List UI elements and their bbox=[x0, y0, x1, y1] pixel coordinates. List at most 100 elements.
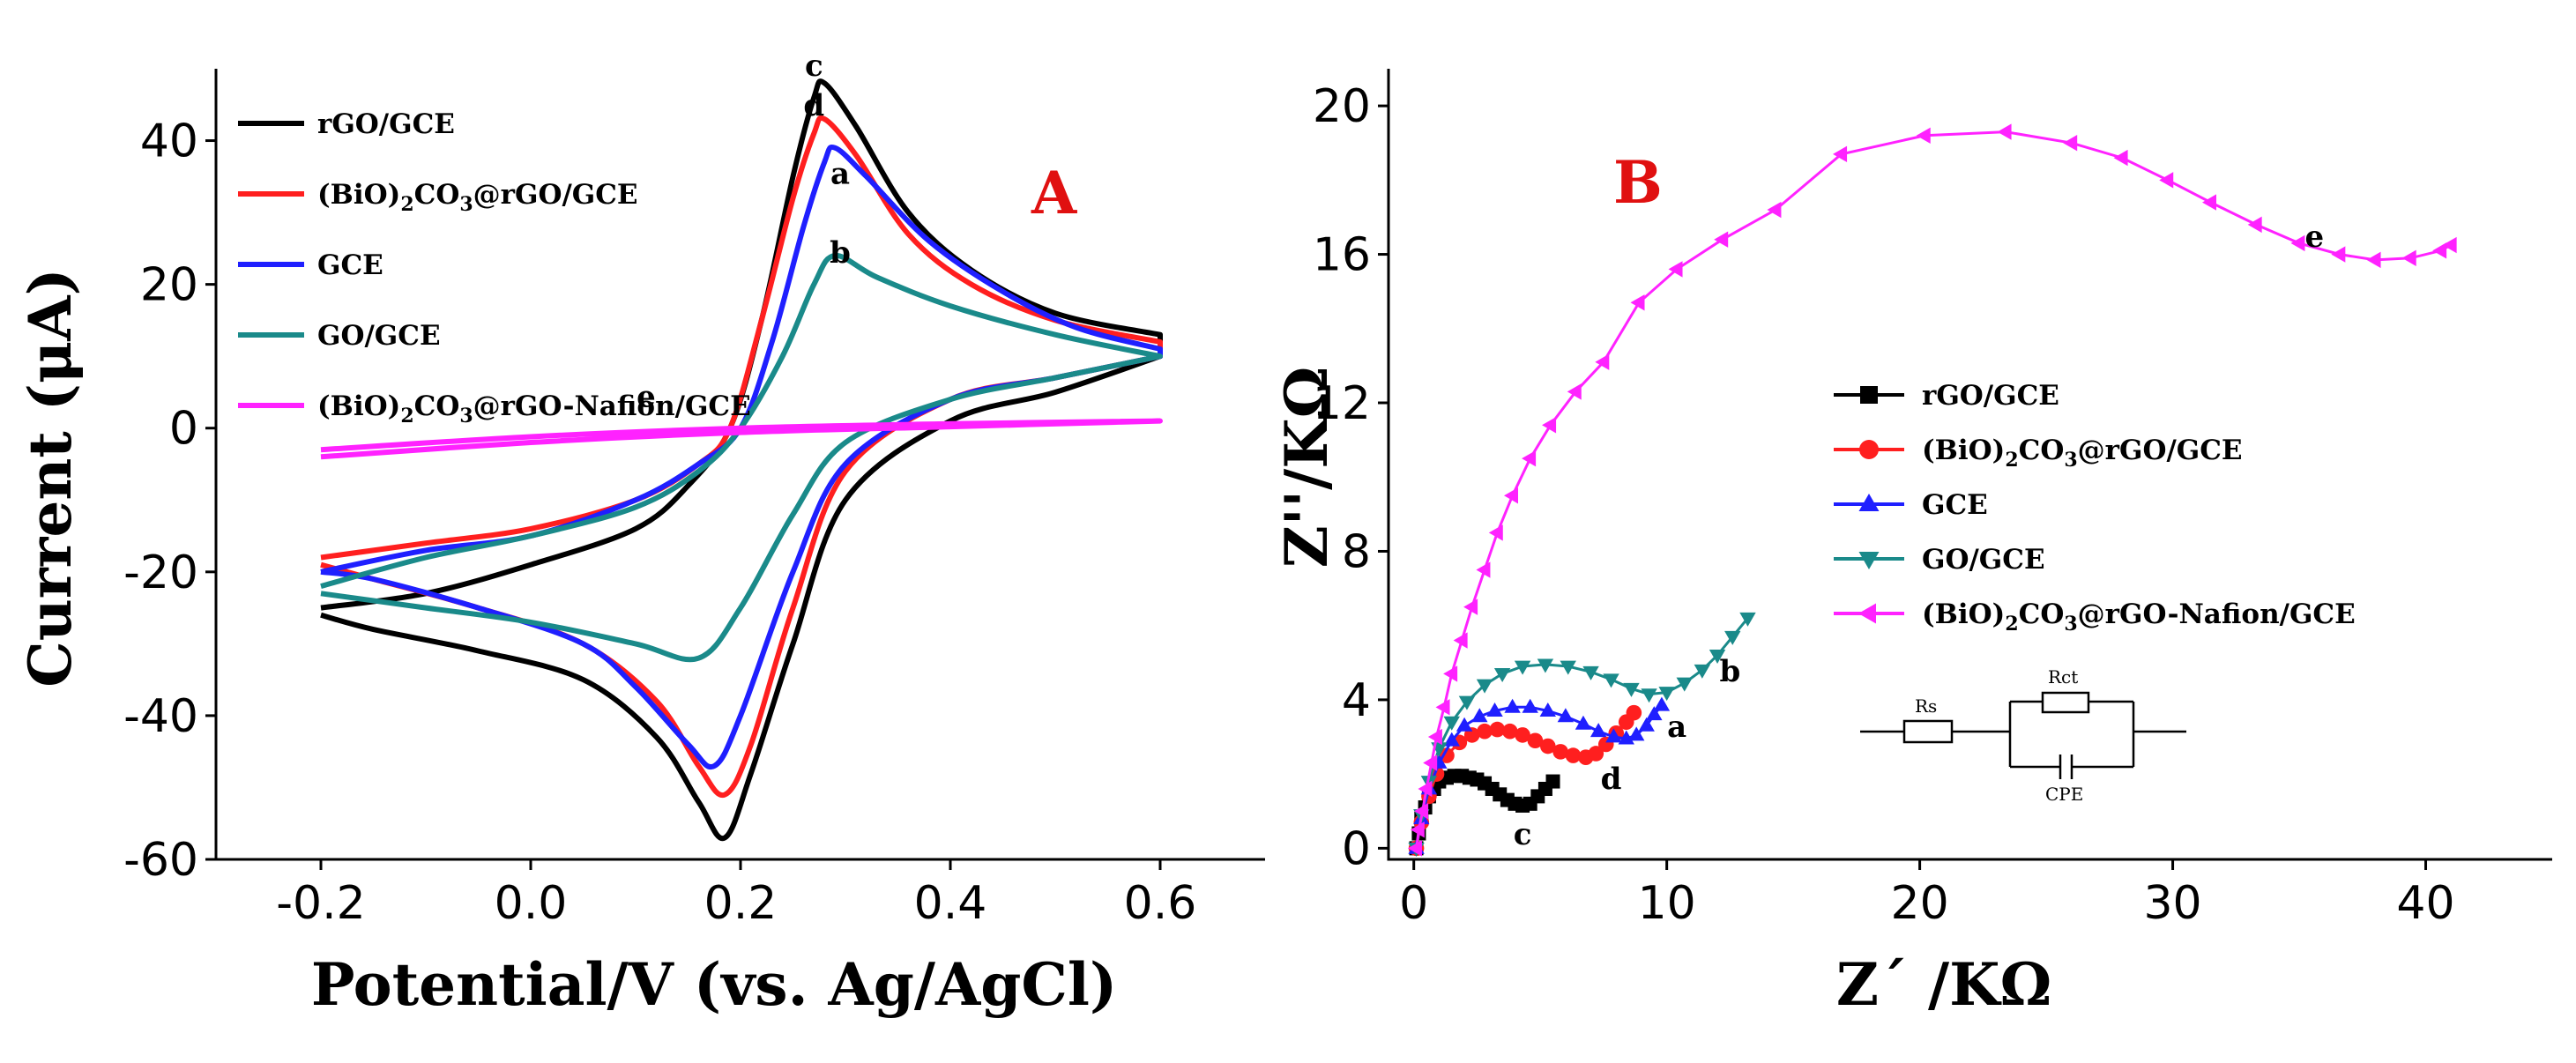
eis-point bbox=[1557, 708, 1575, 723]
cv-curve-go-gce bbox=[320, 253, 1163, 663]
cv-y-axis-title: Current (μA) bbox=[16, 268, 85, 687]
eis-x-tick-label: 30 bbox=[2143, 877, 2201, 930]
eis-x-tick-label: 10 bbox=[1638, 877, 1696, 930]
cv-x-axis-title: Potential/V (vs. Ag/AgCl) bbox=[311, 950, 1117, 1019]
cv-curve-gce bbox=[320, 145, 1163, 770]
eis-point bbox=[1423, 755, 1438, 771]
eis-ticks: 0 10 20 30 40 0 4 8 12 16 20 bbox=[1313, 80, 2455, 930]
cv-y-tick-label: 20 bbox=[140, 259, 198, 312]
eis-point bbox=[1565, 747, 1582, 763]
eis-y-tick-label: 0 bbox=[1342, 822, 1371, 875]
eis-point bbox=[1618, 730, 1634, 745]
eis-legend-marker bbox=[1860, 386, 1878, 404]
rs-label: Rs bbox=[1915, 695, 1937, 717]
eis-y-tick-label: 4 bbox=[1342, 674, 1371, 727]
eis-point bbox=[1443, 716, 1460, 731]
eis-point bbox=[1515, 727, 1530, 743]
eis-point bbox=[1552, 744, 1568, 760]
cv-x-tick-label: -0.2 bbox=[276, 877, 365, 930]
cv-ticks: -0.2 0.0 0.2 0.4 0.6 -60 -40 -20 0 20 40 bbox=[123, 115, 1196, 930]
eis-point bbox=[1567, 383, 1582, 400]
eis-curve-labels: e ba d c bbox=[1514, 219, 2324, 852]
eis-point bbox=[1833, 145, 1848, 163]
eis-legend-marker bbox=[1858, 603, 1876, 624]
eis-point bbox=[1560, 660, 1576, 675]
eis-point bbox=[1527, 732, 1544, 749]
eis-point bbox=[1641, 688, 1657, 703]
eis-point bbox=[1463, 598, 1478, 615]
eis-y-tick-label: 20 bbox=[1313, 80, 1371, 133]
eis-point bbox=[1435, 699, 1450, 716]
eis-curve-label-d: d bbox=[1601, 762, 1622, 797]
eis-point bbox=[1522, 450, 1537, 467]
eis-point bbox=[1514, 660, 1531, 675]
cv-legend-label-bio-2co3-rgo-gce: (BiO)2CO3@rGO/GCE bbox=[317, 179, 638, 216]
eis-legend-label-rgo-gce: rGO/GCE bbox=[1922, 380, 2059, 412]
eis-panel-label: B bbox=[1613, 148, 1663, 217]
eis-point bbox=[1630, 294, 1645, 311]
eis-point bbox=[1575, 715, 1592, 730]
eis-point bbox=[1504, 487, 1519, 504]
equivalent-circuit-diagram: Rs Rct CPE bbox=[1860, 666, 2186, 805]
eis-point bbox=[1471, 708, 1488, 723]
cv-x-tick-label: 0.2 bbox=[704, 877, 778, 930]
cv-curve-label-c: c bbox=[805, 48, 823, 84]
eis-point bbox=[1539, 702, 1556, 717]
eis-point bbox=[1542, 417, 1557, 434]
eis-chart-panel: 0 10 20 30 40 0 4 8 12 16 20 Z´ /KΩ Z''/KΩ B e ba d c… bbox=[1272, 69, 2552, 1019]
rct-resistor-icon bbox=[2041, 691, 2090, 714]
eis-x-tick-label: 40 bbox=[2396, 877, 2454, 930]
eis-point bbox=[1539, 738, 1556, 755]
cv-curve-label-d: d bbox=[803, 88, 824, 123]
eis-point bbox=[1451, 734, 1468, 751]
eis-curve-label-a: a bbox=[1667, 710, 1686, 745]
eis-point bbox=[1694, 664, 1711, 679]
eis-point bbox=[1724, 630, 1741, 645]
cv-x-tick-label: 0.0 bbox=[495, 877, 568, 930]
eis-point bbox=[1443, 665, 1458, 682]
cv-x-tick-label: 0.4 bbox=[914, 877, 987, 930]
eis-point bbox=[2159, 172, 2174, 189]
eis-point bbox=[2202, 194, 2217, 211]
eis-point bbox=[1658, 687, 1675, 702]
eis-curve-label-b: b bbox=[1720, 654, 1741, 689]
eis-point bbox=[1582, 665, 1599, 680]
cv-panel-label: A bbox=[1031, 159, 1077, 227]
eis-point bbox=[1646, 706, 1663, 721]
eis-legend-marker bbox=[1858, 552, 1880, 569]
eis-point bbox=[1623, 682, 1640, 697]
eis-point bbox=[1439, 747, 1455, 763]
eis-point bbox=[1476, 679, 1493, 694]
eis-point bbox=[1997, 123, 2012, 140]
cv-legend-label-gce: GCE bbox=[317, 249, 383, 281]
eis-point bbox=[1427, 728, 1442, 746]
eis-y-tick-label: 8 bbox=[1342, 525, 1371, 578]
eis-point bbox=[1504, 698, 1521, 713]
cv-legend-label-rgo-gce: rGO/GCE bbox=[317, 108, 455, 140]
eis-curve-label-c: c bbox=[1514, 817, 1532, 852]
cv-y-tick-label: -60 bbox=[123, 834, 198, 887]
cv-y-tick-label: -40 bbox=[123, 690, 198, 743]
eis-y-tick-label: 12 bbox=[1313, 377, 1371, 430]
eis-series-bio-2co3-rgo-nafion-gce bbox=[1407, 123, 2457, 857]
eis-point bbox=[1418, 780, 1433, 798]
cv-y-tick-label: -20 bbox=[123, 546, 198, 599]
eis-point bbox=[1522, 698, 1538, 713]
eis-point bbox=[2113, 149, 2128, 167]
eis-point bbox=[1488, 524, 1503, 541]
eis-point bbox=[1603, 673, 1619, 688]
eis-legend-marker bbox=[1858, 494, 1880, 511]
eis-point bbox=[1493, 668, 1511, 683]
eis-point bbox=[2432, 242, 2447, 259]
eis-legend-label-go-gce: GO/GCE bbox=[1922, 544, 2045, 576]
eis-series-group bbox=[1407, 123, 2457, 857]
cv-curve-label-a: a bbox=[830, 156, 850, 191]
eis-series-bio-2co3-rgo-gce bbox=[1408, 704, 1642, 857]
eis-point bbox=[1414, 803, 1429, 820]
eis-point bbox=[1410, 821, 1425, 838]
eis-point bbox=[2063, 135, 2078, 152]
cv-curve-label-b: b bbox=[830, 235, 851, 271]
eis-point bbox=[1458, 695, 1476, 710]
cpe-label: CPE bbox=[2045, 784, 2083, 805]
